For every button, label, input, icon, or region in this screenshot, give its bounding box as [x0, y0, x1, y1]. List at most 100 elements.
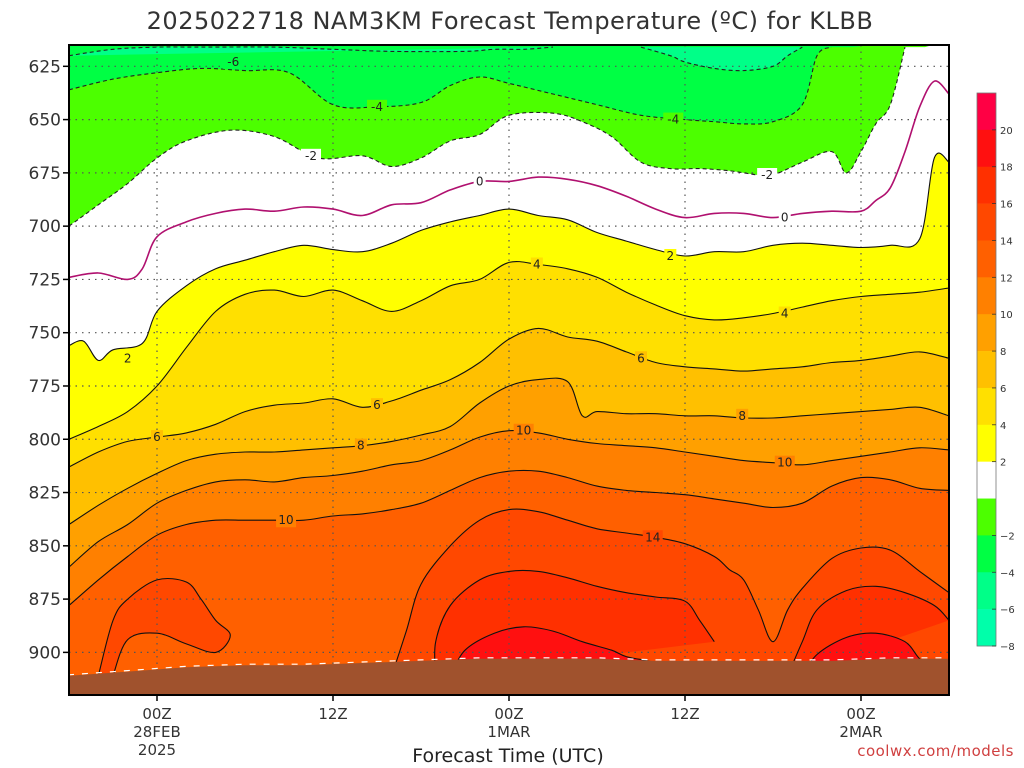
x-tick-label: 00Z: [494, 705, 523, 723]
y-tick-label: 800: [29, 430, 61, 450]
colorbar-label: −2: [1000, 531, 1015, 542]
ground-edge: [69, 657, 949, 676]
y-tick-label: 900: [29, 643, 61, 663]
colorbar-swatch: [977, 314, 996, 352]
colorbar-swatch: [977, 203, 996, 241]
contour-label-bg: [663, 112, 684, 127]
colorbar-swatch: [977, 572, 996, 610]
y-tick-label: 850: [29, 537, 61, 557]
contour-label-bg: [642, 530, 663, 545]
x-tick-label: 2025: [138, 741, 176, 759]
y-tick-label: 700: [29, 217, 61, 237]
contour-label: 10: [777, 456, 792, 470]
contour-label: 2: [667, 249, 675, 263]
isotherm-line: [69, 327, 949, 468]
fill-band-below-minus6: [69, 46, 553, 56]
contour-label-bg: [774, 455, 795, 470]
contour-label: -6: [227, 55, 239, 69]
isotherm-line: [97, 577, 231, 677]
contour-label-bg: [736, 408, 749, 423]
isotherm-line: [69, 429, 949, 568]
contour-label-bg: [664, 248, 677, 263]
credit-text: coolwx.com/models: [857, 742, 1014, 760]
grid-layer: [69, 45, 949, 695]
fill-band-minus4-to-minus6: [69, 45, 873, 125]
colorbar-label: −6: [1000, 605, 1015, 616]
y-axis: 625 650 675 700 725 750 775 800 825 850 875 900: [29, 57, 69, 663]
isotherm-line: [69, 80, 949, 281]
x-tick-label: 2MAR: [839, 723, 882, 741]
colorbar: 20 18 16 14 12 10 8 6 4 2 −2 −4 −6 −8: [976, 92, 1015, 653]
contour-label: -2: [305, 149, 317, 163]
contour-label: -4: [667, 113, 679, 127]
colorbar-label: 16: [1000, 200, 1013, 211]
fill-band-14-to-16: [98, 578, 231, 676]
x-tick-label: 1MAR: [487, 723, 530, 741]
colorbar-frame: [976, 92, 997, 647]
contour-label-bg: [635, 351, 647, 366]
contour-label: -4: [371, 100, 383, 114]
colorbar-swatch: [977, 609, 996, 647]
colorbar-swatch: [977, 424, 996, 462]
contour-label-bg: [354, 438, 367, 453]
colorbar-swatch: [977, 498, 996, 536]
isotherm-line: [787, 585, 949, 677]
isotherm-line: [434, 569, 715, 676]
colorbar-label: 14: [1000, 236, 1013, 247]
contour-label-bg: [121, 351, 134, 366]
y-tick-label: 675: [29, 164, 61, 184]
contour-label-bg: [151, 430, 163, 445]
colorbar-label: −8: [1000, 642, 1015, 653]
isotherm-line: [69, 377, 949, 525]
isotherm-line: [69, 152, 949, 362]
contour-label-layer: -6 -4 -4 -2 -2 0 0 2 2 4 4 6 6 6 8 8 10 10 10 14: [121, 55, 795, 545]
isotherm-line: [640, 46, 803, 72]
y-tick-label: 750: [29, 324, 61, 344]
fill-band-below-minus6: [641, 47, 803, 71]
y-tick-label: 650: [29, 111, 61, 131]
contour-label: 10: [278, 513, 293, 527]
contour-label: 0: [781, 211, 789, 225]
colorbar-label: 6: [1000, 384, 1006, 395]
colorbar-swatch: [977, 129, 996, 168]
isotherm-line: [69, 469, 949, 606]
colorbar-swatch: [977, 166, 996, 204]
plot-area: -6 -4 -4 -2 -2 0 0 2 2 4 4 6 6 6 8 8 10 10 10 14: [69, 45, 949, 695]
contour-label-bg: [778, 306, 791, 321]
colorbar-swatch: [977, 387, 996, 426]
y-tick-label: 625: [29, 57, 61, 77]
contour-label-bg: [473, 174, 486, 189]
contour-label-bg: [757, 168, 778, 182]
contour-label: 8: [357, 439, 365, 453]
y-tick-label: 775: [29, 377, 61, 397]
x-tick-label: 28FEB: [133, 723, 180, 741]
contour-label: 2: [124, 351, 132, 365]
contour-label-bg: [301, 148, 321, 163]
colorbar-label: 12: [1000, 273, 1013, 284]
contour-label-bg: [223, 55, 244, 70]
colorbar-swatch: [977, 93, 996, 131]
isotherm-line: [391, 508, 949, 676]
contour-label: 0: [476, 174, 484, 188]
contour-label-bg: [530, 257, 543, 272]
colorbar-swatch: [977, 535, 996, 573]
contour-label: 6: [637, 351, 645, 365]
colorbar-label: 20: [1000, 126, 1013, 137]
colorbar-label: 8: [1000, 347, 1006, 358]
isotherm-line: [69, 46, 832, 125]
contour-label: 10: [516, 424, 531, 438]
chart-title: 2025022718 NAM3KM Forecast Temperature (…: [147, 7, 874, 35]
x-tick-label: 00Z: [142, 705, 171, 723]
contour-label: 14: [645, 530, 660, 544]
colorbar-label: 18: [1000, 163, 1013, 174]
contour-label-bg: [367, 99, 387, 114]
isotherm-line: [69, 46, 554, 57]
y-tick-label: 875: [29, 590, 61, 610]
contour-label-bg: [778, 210, 791, 225]
ground-surface: [69, 658, 949, 695]
isotherm-line: [69, 46, 906, 227]
x-tick-label: 00Z: [846, 705, 875, 723]
x-tick-label: 12Z: [670, 705, 699, 723]
